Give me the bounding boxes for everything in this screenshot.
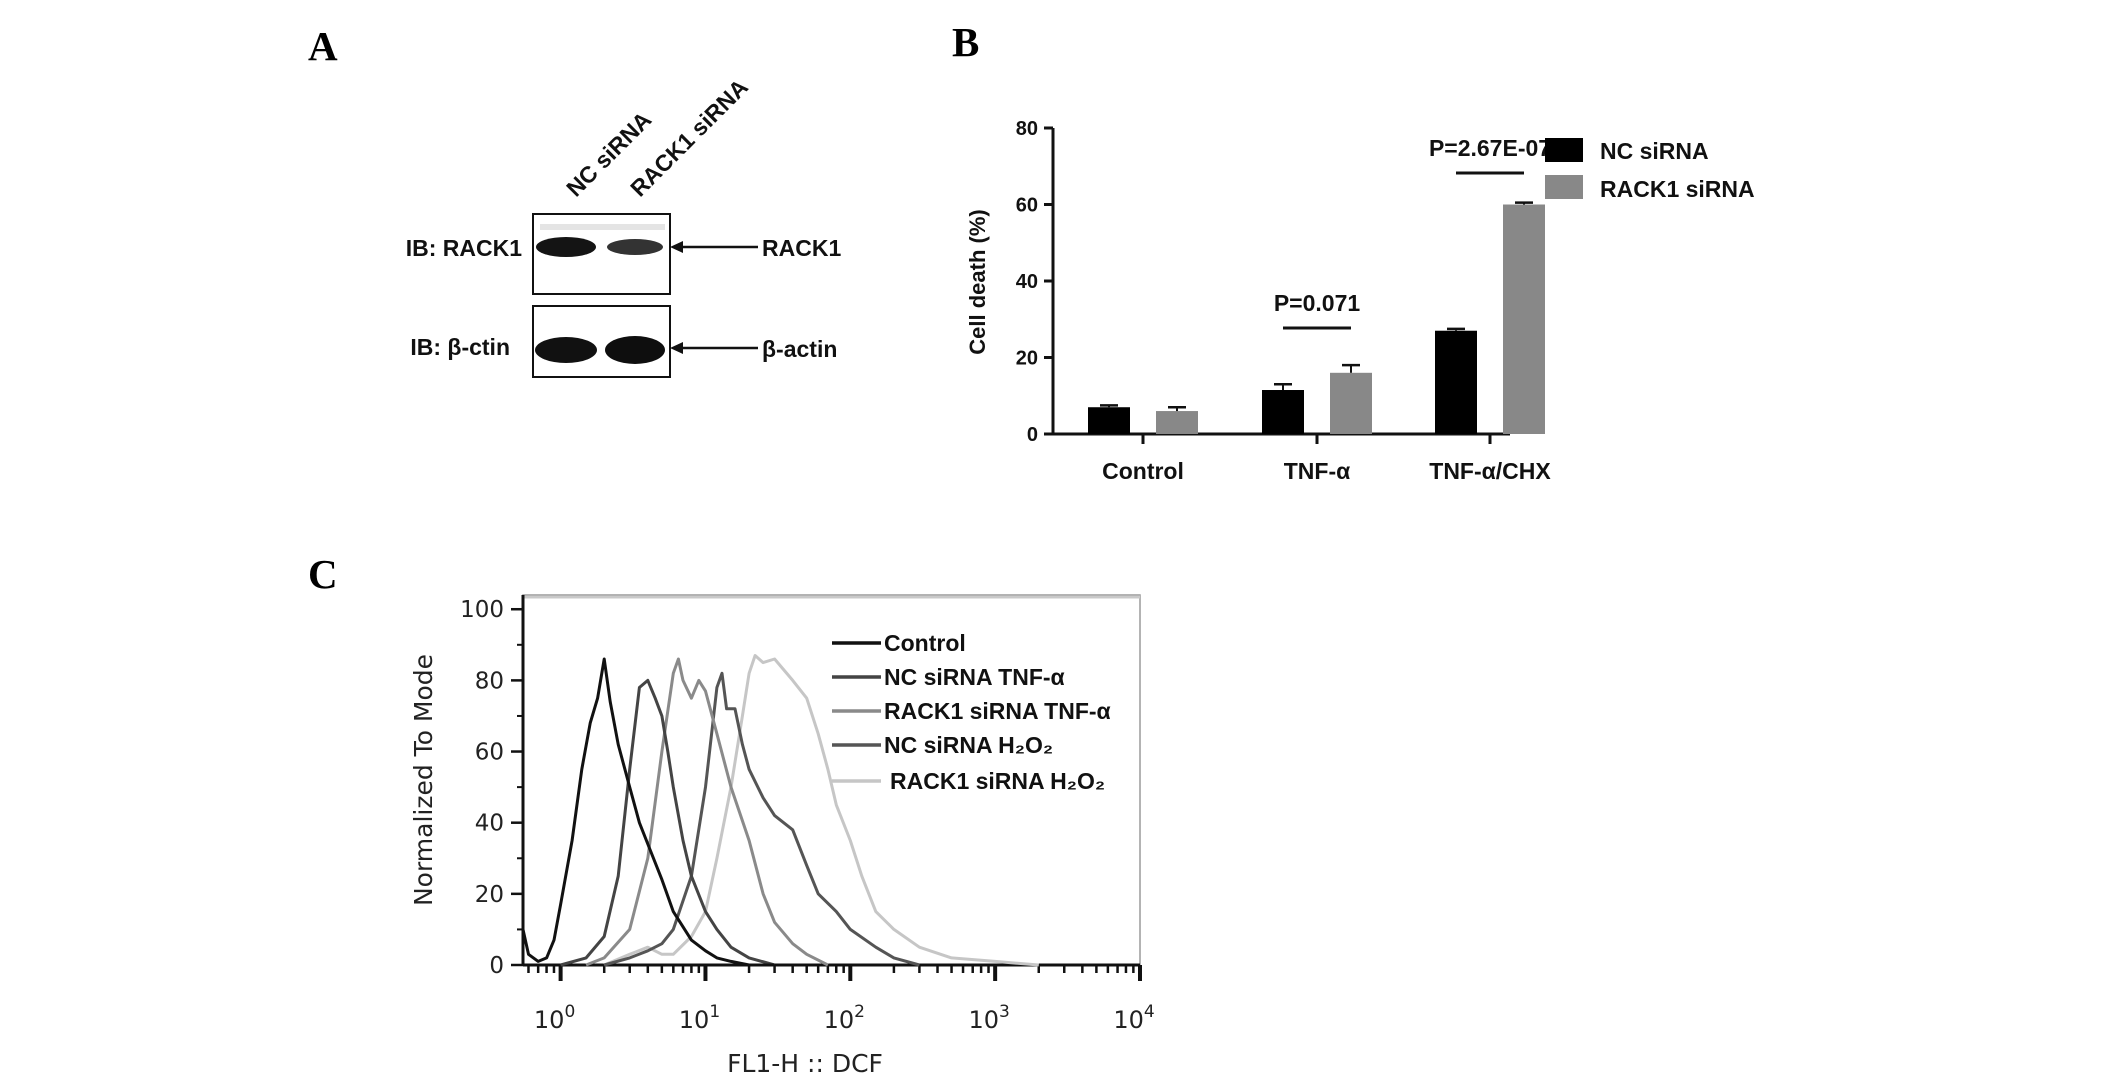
panel-letter-a: A <box>308 23 338 69</box>
x-tick-label: TNF-α/CHX <box>1429 458 1551 484</box>
histogram-curve <box>603 671 920 967</box>
x-tick-label: 103 <box>968 1002 1009 1034</box>
legend-label-nc-sirna: NC siRNA <box>1600 138 1709 164</box>
arrow-head-rack1 <box>670 241 683 253</box>
bar <box>1156 411 1198 434</box>
western-blot: NC siRNA RACK1 siRNA IB: RACK1 RACK1 IB:… <box>406 74 841 378</box>
flow-legend: Control NC siRNA TNF-α RACK1 siRNA TNF-α… <box>832 630 1111 794</box>
y-tick-label: 60 <box>1016 195 1038 217</box>
bar-legend: NC siRNA RACK1 siRNA <box>1545 138 1755 202</box>
legend-label-nc-sirna-h2o2: NC siRNA H₂O₂ <box>884 732 1053 758</box>
y-tick-label: 20 <box>1016 348 1038 370</box>
band-rack1-nc <box>536 237 596 257</box>
band-rack1-rack1-sirna <box>607 239 663 255</box>
arrow-head-actin <box>670 342 683 354</box>
legend-swatch-rack1-sirna <box>1545 175 1583 199</box>
x-tick-label: Control <box>1102 458 1184 484</box>
histogram-curve <box>521 657 775 967</box>
y-tick-label: 60 <box>475 740 504 766</box>
legend-label-rack1-sirna: RACK1 siRNA <box>1600 176 1755 202</box>
panel-letter-b: B <box>952 19 979 65</box>
panel-letter-c: C <box>308 551 338 597</box>
x-tick-label: 100 <box>534 1002 575 1034</box>
y-tick-label: 0 <box>489 953 504 979</box>
y-axis-label: Cell death (%) <box>965 209 990 354</box>
legend-label-rack1-sirna-h2o2: RACK1 siRNA H₂O₂ <box>890 768 1105 794</box>
x-tick-label: 104 <box>1113 1002 1154 1034</box>
p-value-label: P=2.67E-07 <box>1429 135 1551 161</box>
x-tick-label: 102 <box>824 1002 865 1034</box>
legend-label-nc-sirna-tnf: NC siRNA TNF-α <box>884 664 1065 690</box>
ib-label-actin: IB: β-ctin <box>410 334 510 360</box>
y-tick-label: 40 <box>475 811 504 837</box>
x-tick-label: TNF-α <box>1284 458 1351 484</box>
faint-band-rack1 <box>540 224 665 230</box>
bar <box>1088 407 1130 434</box>
legend-swatch-nc-sirna <box>1545 138 1583 162</box>
bar <box>1503 204 1545 434</box>
y-tick-label: 40 <box>1016 271 1038 293</box>
histogram-curve <box>603 654 1039 967</box>
legend-label-rack1-sirna-tnf: RACK1 siRNA TNF-α <box>884 698 1111 724</box>
lane-label-rack1: RACK1 siRNA <box>625 74 753 202</box>
x-tick-label: 101 <box>679 1002 720 1034</box>
legend-label-control: Control <box>884 630 966 656</box>
bar <box>1435 330 1477 434</box>
flow-histogram: Normalized To Mode FL1-H :: DCF 0 20 40 60 8… <box>409 594 1155 1074</box>
y-tick-label: 20 <box>475 882 504 908</box>
ib-label-rack1: IB: RACK1 <box>406 235 522 261</box>
target-label-actin: β-actin <box>762 336 837 362</box>
y-tick-label: 80 <box>1016 118 1038 140</box>
target-label-rack1: RACK1 <box>762 235 841 261</box>
y-tick-label: 0 <box>1027 424 1038 446</box>
x-axis-label: FL1-H :: DCF <box>727 1049 883 1074</box>
y-tick-label: 100 <box>460 597 504 623</box>
bar <box>1262 390 1304 434</box>
p-value-label: P=0.071 <box>1274 290 1361 316</box>
y-tick-label: 80 <box>475 668 504 694</box>
bar-chart: Cell death (%) 0 20 40 60 80 Control TNF-α TNF… <box>965 118 1755 484</box>
histogram-curve <box>560 678 776 967</box>
band-actin-rack1-sirna <box>605 336 665 364</box>
y-axis-label: Normalized To Mode <box>409 654 438 906</box>
histogram-curve <box>585 657 829 967</box>
band-actin-nc <box>535 337 597 363</box>
bar <box>1330 372 1372 434</box>
